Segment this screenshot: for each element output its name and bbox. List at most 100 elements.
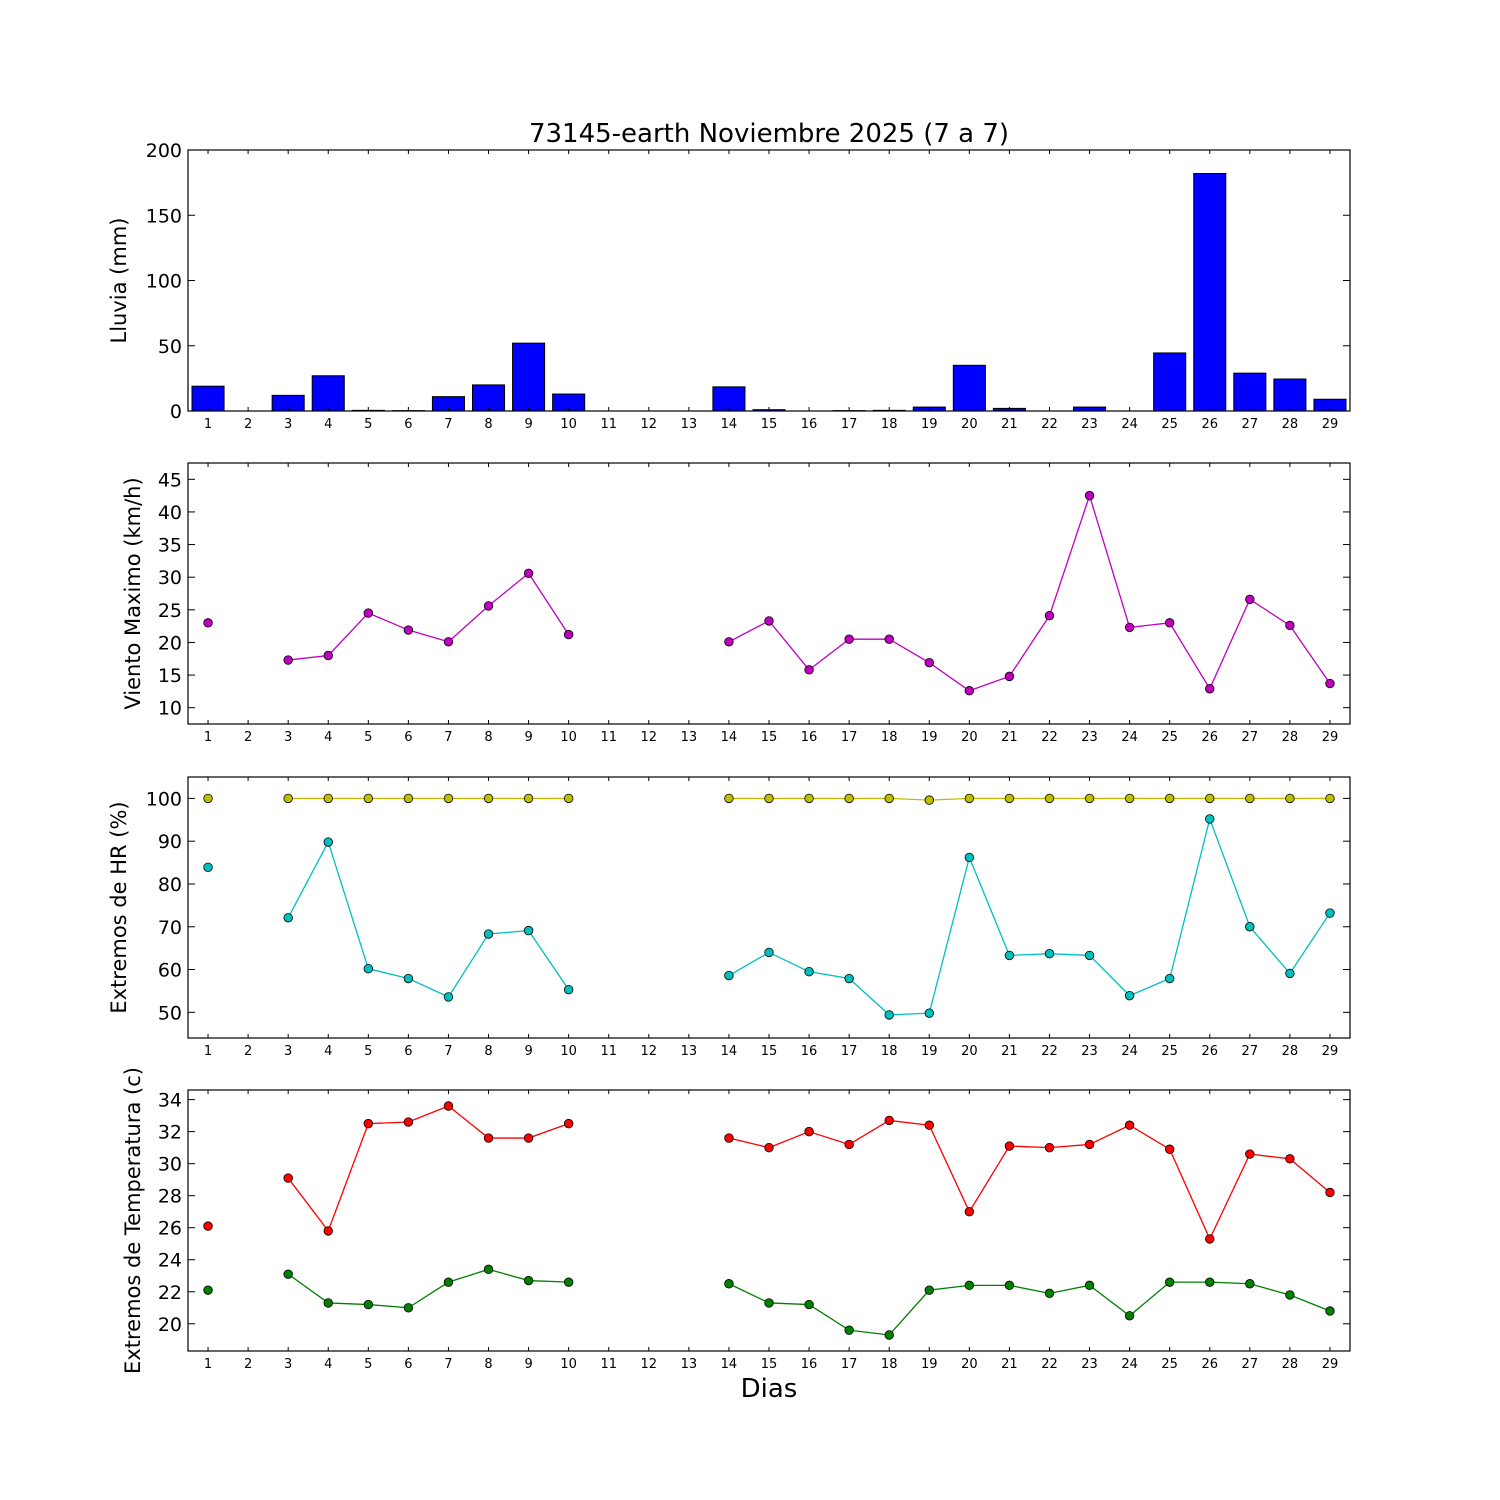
point-day-14 (724, 1279, 734, 1289)
x-tick-label: 1 (204, 417, 212, 432)
x-tick-label: 8 (484, 417, 492, 432)
series-temperatura-1 (203, 1264, 1335, 1340)
point-day-18 (884, 1330, 894, 1340)
x-tick-label: 2 (244, 730, 252, 745)
x-tick-label: 29 (1322, 730, 1339, 745)
bar-day-20 (952, 364, 986, 412)
x-tick-label: 5 (364, 730, 372, 745)
y-axis-label: Extremos de Temperatura (c) (121, 1067, 145, 1374)
y-axis-label: Viento Maximo (km/h) (121, 477, 145, 709)
x-tick-label: 29 (1322, 1044, 1339, 1059)
point-day-7 (443, 637, 454, 647)
x-tick-label: 29 (1322, 417, 1339, 432)
x-tick-label: 11 (600, 1044, 617, 1059)
point-day-9 (523, 793, 534, 804)
point-day-14 (724, 793, 734, 804)
x-tick-label: 2 (244, 1044, 252, 1059)
series-line (728, 797, 1330, 801)
point-day-8 (483, 1133, 494, 1143)
x-tick-label: 25 (1161, 730, 1178, 745)
point-day-17 (844, 793, 854, 804)
x-tick-label: 6 (404, 730, 412, 745)
point-day-25 (1164, 973, 1175, 984)
x-tick-label: 17 (841, 1044, 858, 1059)
point-day-1 (203, 793, 213, 804)
point-day-6 (403, 793, 414, 804)
x-tick-label: 9 (524, 1357, 532, 1372)
chart-title: 73145-earth Noviembre 2025 (7 a 7) (529, 119, 1009, 149)
point-day-20 (964, 686, 975, 696)
x-tick-label: 21 (1001, 417, 1018, 432)
series-temperatura-0 (203, 1101, 1335, 1244)
point-day-19 (924, 657, 934, 668)
point-day-9 (523, 1275, 534, 1286)
x-tick-label: 20 (961, 730, 978, 745)
x-tick-label: 14 (721, 1044, 738, 1059)
point-day-25 (1164, 618, 1175, 628)
x-tick-label: 23 (1081, 1357, 1098, 1372)
x-tick-label: 13 (681, 730, 698, 745)
point-day-22 (1044, 1142, 1055, 1153)
point-day-28 (1285, 793, 1295, 804)
x-tick-label: 22 (1041, 1357, 1058, 1372)
point-day-29 (1325, 1306, 1335, 1316)
x-tick-label: 19 (921, 1357, 938, 1372)
point-day-7 (443, 1101, 454, 1111)
y-tick-label: 100 (146, 271, 182, 293)
x-tick-label: 18 (881, 1044, 898, 1059)
point-day-23 (1084, 490, 1095, 501)
point-day-22 (1044, 1288, 1055, 1299)
x-tick-label: 26 (1201, 417, 1218, 432)
point-day-24 (1124, 1311, 1135, 1321)
point-day-26 (1205, 814, 1215, 824)
point-day-1 (203, 618, 213, 628)
point-day-15 (764, 793, 774, 804)
point-day-22 (1044, 793, 1055, 804)
x-tick-label: 9 (524, 730, 532, 745)
point-day-28 (1285, 1154, 1295, 1164)
bar-day-14 (712, 386, 746, 412)
point-day-18 (884, 1010, 894, 1020)
y-tick-label: 28 (158, 1186, 182, 1208)
y-tick-label: 100 (146, 788, 182, 810)
point-day-29 (1325, 678, 1335, 689)
x-tick-label: 15 (761, 1044, 778, 1059)
x-tick-label: 27 (1242, 1357, 1259, 1372)
point-day-5 (363, 608, 374, 618)
x-tick-label: 2 (244, 1357, 252, 1372)
point-day-10 (563, 1277, 574, 1287)
y-tick-label: 200 (146, 140, 182, 162)
x-tick-label: 3 (284, 417, 292, 432)
bar-day-1 (191, 385, 225, 412)
x-tick-label: 4 (324, 417, 332, 432)
point-day-18 (884, 634, 894, 644)
point-day-23 (1084, 950, 1095, 961)
x-tick-label: 14 (721, 730, 738, 745)
x-tick-label: 12 (641, 1357, 658, 1372)
point-day-29 (1325, 908, 1335, 918)
y-tick-label: 50 (158, 336, 182, 358)
point-day-27 (1245, 922, 1255, 932)
point-day-3 (283, 655, 293, 665)
y-tick-label: 0 (170, 401, 182, 423)
point-day-9 (523, 568, 534, 578)
point-day-15 (764, 1298, 774, 1308)
point-day-14 (724, 1133, 734, 1143)
y-tick-label: 60 (158, 960, 182, 982)
x-tick-label: 10 (560, 1357, 577, 1372)
series-line (288, 572, 570, 661)
point-day-26 (1205, 1234, 1215, 1244)
point-day-5 (363, 963, 374, 974)
y-tick-label: 40 (158, 502, 182, 524)
x-tick-label: 28 (1282, 730, 1299, 745)
x-tick-label: 13 (681, 1044, 698, 1059)
point-day-7 (443, 1277, 454, 1287)
point-day-1 (203, 1285, 213, 1295)
series-line (287, 1105, 569, 1233)
series-viento-0 (203, 490, 1335, 696)
point-day-6 (403, 1303, 414, 1313)
point-day-27 (1245, 594, 1255, 605)
